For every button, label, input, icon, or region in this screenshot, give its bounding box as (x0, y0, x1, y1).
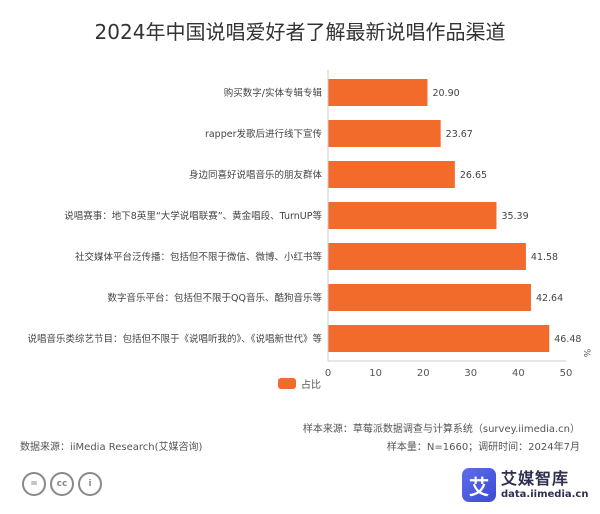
x-tick-label: 40 (512, 368, 525, 379)
logo-name: 艾媒智库 (501, 468, 570, 488)
chart-title: 2024年中国说唱爱好者了解最新说唱作品渠道 (94, 20, 506, 44)
bar (328, 161, 455, 188)
logo-url: data.iimedia.cn (501, 488, 589, 500)
value-label: 23.67 (446, 129, 473, 140)
category-label: 购买数字/实体专辑专辑 (224, 87, 323, 99)
category-label: 数字音乐平台：包括但不限于QQ音乐、酷狗音乐等 (108, 292, 323, 304)
iimedia-logo: 艾 艾媒智库 data.iimedia.cn (462, 468, 588, 502)
x-unit-label: % (581, 349, 591, 358)
category-label: 说唱赛事：地下8英里“大学说唱联赛”、黄金唱段、TurnUP等 (64, 210, 322, 222)
bar (328, 202, 497, 229)
license-icons: = cc i (22, 472, 102, 496)
x-tick-label: 20 (417, 368, 430, 379)
x-tick-label: 10 (369, 368, 382, 379)
category-label: 身边同喜好说唱音乐的朋友群体 (189, 169, 323, 181)
legend: 占比 (278, 376, 321, 391)
value-label: 26.65 (460, 170, 487, 181)
category-label: 说唱音乐类综艺节目：包括但不限于《说唱听我的》、《说唱新世代》等 (27, 333, 322, 345)
legend-swatch (278, 378, 296, 389)
value-label: 35.39 (501, 211, 528, 222)
sample-info-note: 样本量：N=1660；调研时间：2024年7月 (386, 442, 580, 453)
category-label: 社交媒体平台泛传播：包括但不限于微信、微博、小红书等 (75, 251, 323, 263)
bar-chart: 购买数字/实体专辑专辑 20.90 rapper发歌后进行线下宣传 23.67 身边同喜… (27, 70, 591, 379)
value-label: 46.48 (554, 334, 581, 345)
person-icon: i (78, 472, 102, 496)
category-label: rapper发歌后进行线下宣传 (205, 128, 323, 140)
sample-source-note: 样本来源：草莓派数据调查与计算系统（survey.iimedia.cn） (302, 424, 580, 435)
x-tick-label: 0 (325, 368, 331, 379)
x-tick-label: 50 (560, 368, 573, 379)
bar (328, 243, 526, 270)
bar (328, 284, 531, 311)
value-label: 42.64 (536, 293, 563, 304)
bar (328, 79, 428, 106)
legend-label: 占比 (301, 380, 321, 391)
data-source-note: 数据来源：iiMedia Research(艾媒咨询) (20, 442, 203, 453)
bar (328, 325, 550, 352)
equals-icon: = (22, 472, 46, 496)
cc-icon: cc (50, 472, 74, 496)
value-label: 41.58 (531, 252, 558, 263)
bar (328, 120, 441, 147)
x-tick-label: 30 (464, 368, 477, 379)
logo-mark-icon: 艾 (462, 468, 496, 502)
value-label: 20.90 (432, 88, 459, 99)
